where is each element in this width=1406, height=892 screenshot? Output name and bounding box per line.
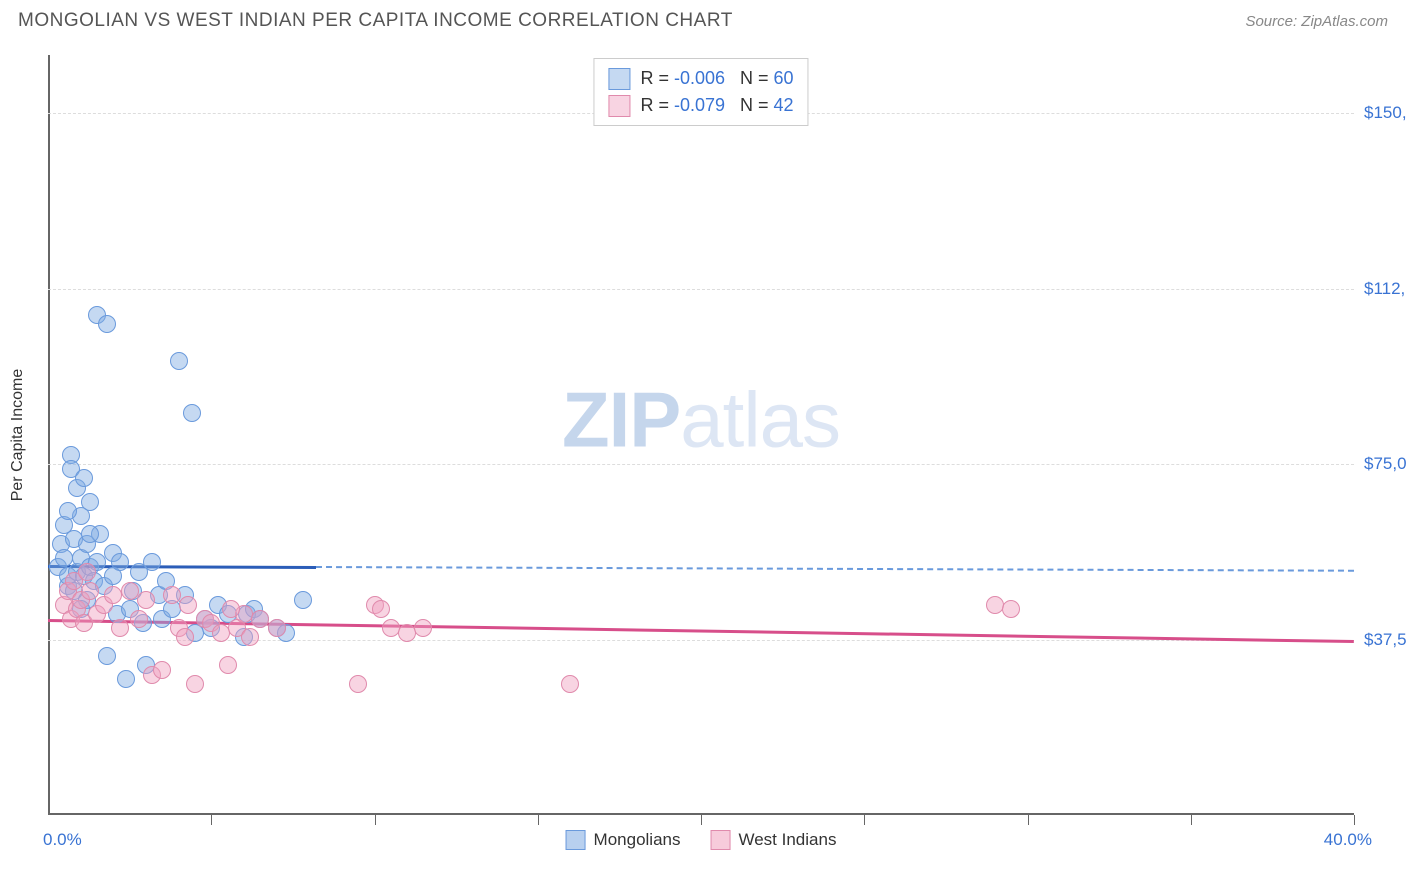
legend-label: West Indians bbox=[738, 830, 836, 850]
legend-label: Mongolians bbox=[594, 830, 681, 850]
x-tick bbox=[1354, 815, 1355, 825]
scatter-point bbox=[212, 624, 230, 642]
scatter-point bbox=[251, 610, 269, 628]
y-axis-line bbox=[48, 55, 50, 815]
scatter-point bbox=[130, 610, 148, 628]
watermark-rest: atlas bbox=[680, 375, 840, 463]
scatter-point bbox=[163, 586, 181, 604]
scatter-point bbox=[986, 596, 1004, 614]
scatter-point bbox=[414, 619, 432, 637]
scatter-point bbox=[104, 586, 122, 604]
x-tick bbox=[701, 815, 702, 825]
scatter-point bbox=[349, 675, 367, 693]
scatter-point bbox=[117, 670, 135, 688]
series-legend: Mongolians West Indians bbox=[566, 830, 837, 850]
trend-line-dashed bbox=[316, 566, 1354, 572]
scatter-point bbox=[294, 591, 312, 609]
scatter-point bbox=[98, 315, 116, 333]
grid-line bbox=[48, 464, 1354, 465]
stats-text: R = -0.079 N = 42 bbox=[640, 92, 793, 119]
scatter-point bbox=[1002, 600, 1020, 618]
y-axis-title: Per Capita Income bbox=[9, 369, 27, 502]
scatter-point bbox=[179, 596, 197, 614]
x-tick bbox=[538, 815, 539, 825]
scatter-point bbox=[372, 600, 390, 618]
chart-source: Source: ZipAtlas.com bbox=[1245, 13, 1388, 30]
scatter-point bbox=[81, 493, 99, 511]
watermark: ZIPatlas bbox=[562, 374, 840, 465]
scatter-point bbox=[111, 553, 129, 571]
x-tick bbox=[375, 815, 376, 825]
scatter-point bbox=[170, 352, 188, 370]
scatter-point bbox=[398, 624, 416, 642]
stats-row: R = -0.079 N = 42 bbox=[608, 92, 793, 119]
scatter-point bbox=[143, 553, 161, 571]
scatter-point bbox=[98, 647, 116, 665]
scatter-point bbox=[75, 469, 93, 487]
grid-line bbox=[48, 289, 1354, 290]
scatter-point bbox=[78, 563, 96, 581]
legend-swatch bbox=[710, 830, 730, 850]
scatter-point bbox=[81, 525, 99, 543]
scatter-point bbox=[561, 675, 579, 693]
chart-area: Per Capita Income ZIPatlas $37,500$75,00… bbox=[48, 55, 1354, 815]
x-tick bbox=[211, 815, 212, 825]
scatter-point bbox=[268, 619, 286, 637]
x-axis-max-label: 40.0% bbox=[1324, 830, 1372, 850]
watermark-bold: ZIP bbox=[562, 375, 680, 463]
correlation-stats-legend: R = -0.006 N = 60R = -0.079 N = 42 bbox=[593, 58, 808, 126]
x-tick bbox=[1191, 815, 1192, 825]
x-tick bbox=[864, 815, 865, 825]
legend-swatch bbox=[608, 95, 630, 117]
scatter-point bbox=[111, 619, 129, 637]
x-tick bbox=[1028, 815, 1029, 825]
scatter-point bbox=[137, 591, 155, 609]
scatter-point bbox=[241, 628, 259, 646]
legend-item: Mongolians bbox=[566, 830, 681, 850]
scatter-plot: ZIPatlas $37,500$75,000$112,500$150,000 bbox=[48, 55, 1354, 815]
x-axis-min-label: 0.0% bbox=[43, 830, 82, 850]
scatter-point bbox=[382, 619, 400, 637]
scatter-point bbox=[121, 582, 139, 600]
chart-title: MONGOLIAN VS WEST INDIAN PER CAPITA INCO… bbox=[18, 10, 733, 32]
scatter-point bbox=[222, 600, 240, 618]
stats-text: R = -0.006 N = 60 bbox=[640, 65, 793, 92]
legend-item: West Indians bbox=[710, 830, 836, 850]
scatter-point bbox=[186, 675, 204, 693]
y-tick-label: $150,000 bbox=[1354, 103, 1406, 123]
y-tick-label: $75,000 bbox=[1354, 454, 1406, 474]
legend-swatch bbox=[566, 830, 586, 850]
scatter-point bbox=[153, 661, 171, 679]
stats-row: R = -0.006 N = 60 bbox=[608, 65, 793, 92]
y-tick-label: $37,500 bbox=[1354, 630, 1406, 650]
chart-header: MONGOLIAN VS WEST INDIAN PER CAPITA INCO… bbox=[0, 0, 1406, 40]
scatter-point bbox=[219, 656, 237, 674]
scatter-point bbox=[176, 628, 194, 646]
scatter-point bbox=[183, 404, 201, 422]
legend-swatch bbox=[608, 68, 630, 90]
scatter-point bbox=[59, 502, 77, 520]
y-tick-label: $112,500 bbox=[1354, 279, 1406, 299]
